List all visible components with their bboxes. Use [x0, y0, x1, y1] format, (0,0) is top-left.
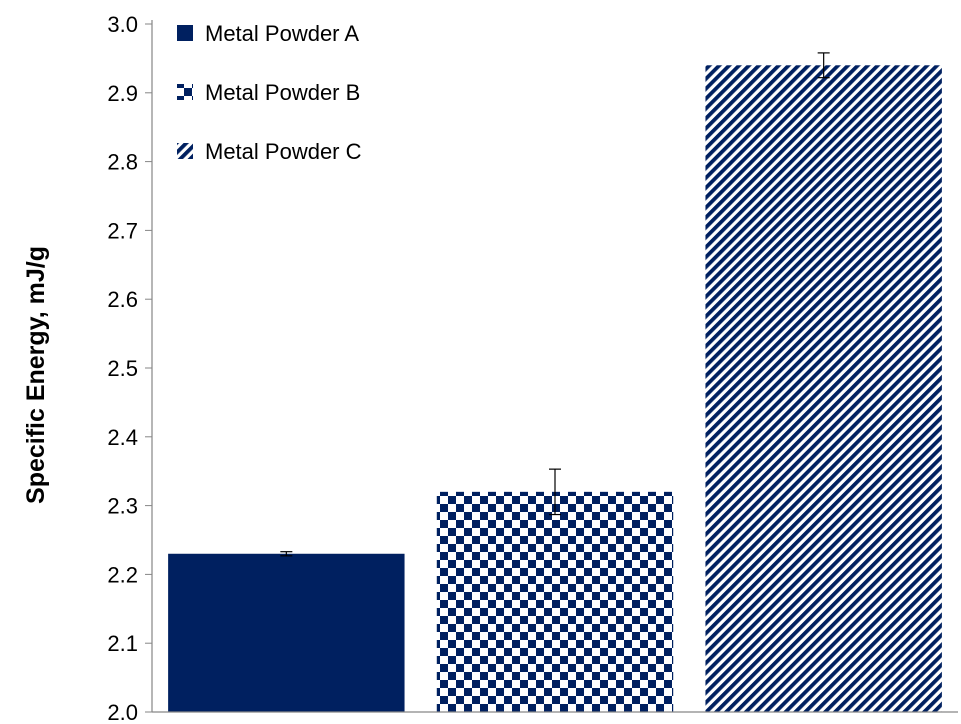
legend-label-2: Metal Powder B [205, 80, 360, 105]
legend-label-3: Metal Powder C [205, 139, 362, 164]
y-tick-label: 2.2 [107, 562, 138, 587]
y-axis-ticks: 2.0 2.1 2.2 2.3 2.4 2.5 2.6 2.7 2.8 2.9 3.0 [107, 12, 152, 724]
error-bar-1 [280, 551, 293, 557]
bars [168, 65, 942, 712]
legend-swatch-3 [177, 143, 193, 159]
error-bar-2 [549, 468, 561, 516]
y-tick-label: 2.9 [107, 81, 138, 106]
y-tick-label: 2.1 [107, 631, 138, 656]
error-bars [280, 52, 830, 557]
y-tick-label: 2.8 [107, 150, 138, 175]
legend: Metal Powder A Metal Powder B Metal Powder… [177, 21, 362, 164]
y-tick-label: 2.3 [107, 494, 138, 519]
y-tick-label: 2.7 [107, 218, 138, 243]
legend-label-1: Metal Powder A [205, 21, 359, 46]
error-bar-3 [817, 52, 830, 79]
y-tick-label: 2.5 [107, 356, 138, 381]
legend-swatch-2 [177, 84, 193, 100]
y-tick-label: 3.0 [107, 12, 138, 37]
legend-swatch-1 [177, 25, 193, 41]
y-tick-label: 2.6 [107, 287, 138, 312]
y-tick-label: 2.0 [107, 700, 138, 724]
bar-3 [705, 65, 942, 712]
bar-1 [168, 553, 405, 712]
bar-2 [436, 491, 674, 712]
y-tick-label: 2.4 [107, 425, 138, 450]
y-axis-title: Specific Energy, mJ/g [22, 246, 50, 504]
axes [151, 20, 958, 713]
